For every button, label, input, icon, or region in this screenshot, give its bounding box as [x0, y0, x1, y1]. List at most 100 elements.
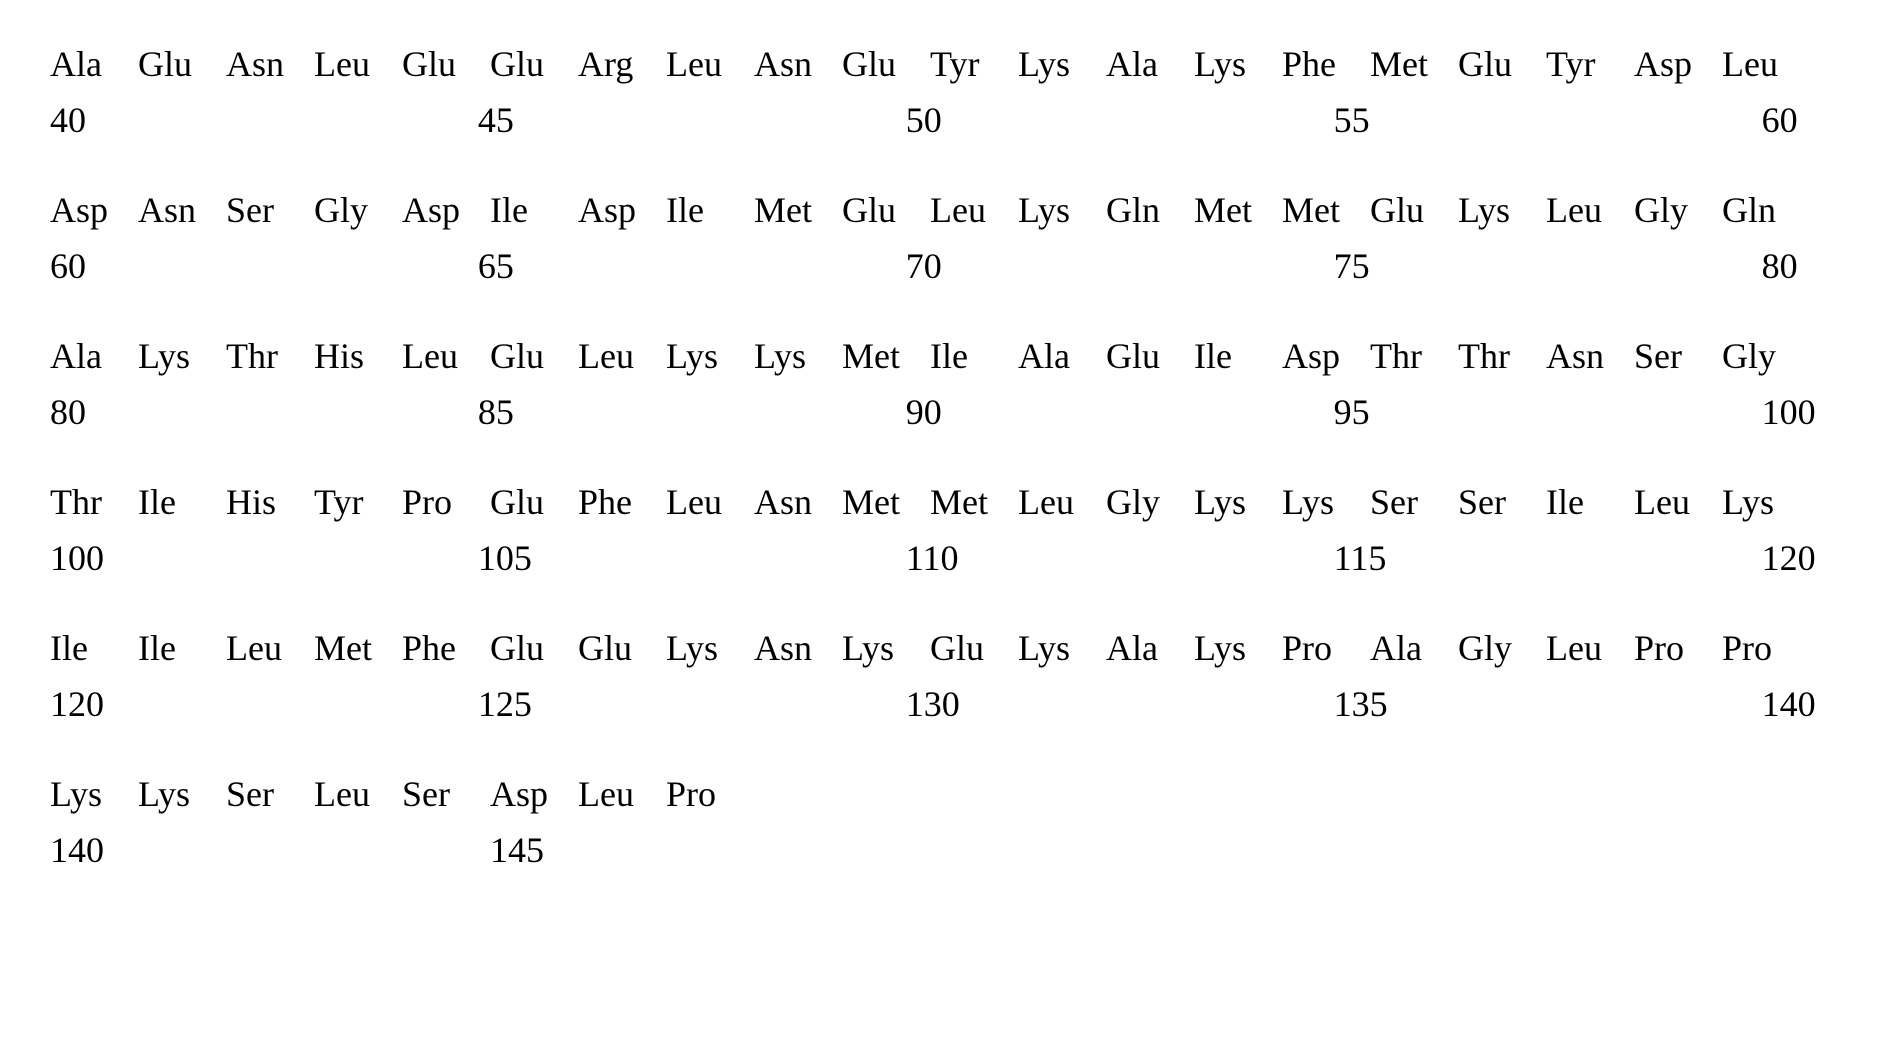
residue-cell: Glu — [578, 630, 666, 666]
residue-cell: Gly — [1634, 192, 1722, 228]
residue-cell: Ser — [402, 776, 490, 812]
sequence-row: AspAsnSerGlyAspIleAspIleMetGluLeuLysGlnM… — [50, 186, 1847, 234]
residue-cell: Ala — [1106, 630, 1194, 666]
residue-cell: Lys — [1722, 484, 1810, 520]
residue-cell: Asp — [490, 776, 578, 812]
residue-cell: Pro — [666, 776, 754, 812]
position-number-row: 100 105 110 115 120 — [50, 534, 1847, 582]
residue-cell: Met — [842, 484, 930, 520]
position-number-cell: 120 — [1762, 540, 1848, 576]
residue-cell: Ser — [1370, 484, 1458, 520]
sequence-row: ThrIleHisTyrProGluPheLeuAsnMetMetLeuGlyL… — [50, 478, 1847, 526]
residue-cell: Gly — [1722, 338, 1810, 374]
residue-cell: Ile — [490, 192, 578, 228]
position-number-row: 6065707580 — [50, 242, 1847, 290]
residue-cell: Gln — [1722, 192, 1810, 228]
position-number-cell: 60 — [1762, 102, 1848, 138]
sequence-row: AlaGluAsnLeuGluGluArgLeuAsnGluTyrLysAlaL… — [50, 40, 1847, 88]
position-number-cell: 125 — [478, 686, 564, 722]
position-number-cell: 115 — [1334, 540, 1420, 576]
position-number-cell: 145 — [490, 832, 578, 868]
residue-cell: Asn — [226, 46, 314, 82]
residue-cell: Ala — [1018, 338, 1106, 374]
residue-cell: Thr — [1458, 338, 1546, 374]
residue-cell: Glu — [1458, 46, 1546, 82]
residue-cell: Asn — [138, 192, 226, 228]
residue-cell: Lys — [1018, 192, 1106, 228]
position-number-cell: 140 — [1762, 686, 1848, 722]
residue-cell: Ile — [138, 630, 226, 666]
position-number-cell: 110 — [906, 540, 992, 576]
position-number-cell: 45 — [478, 102, 564, 138]
residue-cell: Ala — [50, 46, 138, 82]
residue-cell: Asn — [754, 484, 842, 520]
sequence-listing-page: AlaGluAsnLeuGluGluArgLeuAsnGluTyrLysAlaL… — [0, 0, 1897, 914]
position-number-cell: 70 — [906, 248, 992, 284]
residue-cell: Lys — [1018, 46, 1106, 82]
position-number-row: 140 145 — [50, 826, 1847, 874]
residue-cell: Ala — [1106, 46, 1194, 82]
position-number-cell: 140 — [50, 832, 138, 868]
residue-cell: Leu — [666, 484, 754, 520]
residue-cell: Lys — [138, 338, 226, 374]
residue-cell: Leu — [930, 192, 1018, 228]
residue-cell: Lys — [1194, 630, 1282, 666]
residue-cell: Leu — [226, 630, 314, 666]
residue-cell: Asp — [1282, 338, 1370, 374]
residue-cell: Leu — [1546, 630, 1634, 666]
residue-cell: Lys — [1458, 192, 1546, 228]
residue-cell: Lys — [1018, 630, 1106, 666]
residue-cell: Lys — [842, 630, 930, 666]
residue-cell: Lys — [50, 776, 138, 812]
residue-cell: Glu — [402, 46, 490, 82]
residue-cell: Lys — [1194, 484, 1282, 520]
residue-cell: Asn — [754, 630, 842, 666]
residue-cell: Lys — [138, 776, 226, 812]
position-number-row: 80859095100 — [50, 388, 1847, 436]
position-number-cell: 40 — [50, 102, 136, 138]
residue-cell: Met — [314, 630, 402, 666]
position-number-cell: 65 — [478, 248, 564, 284]
position-number-cell: 60 — [50, 248, 136, 284]
position-number-cell: 135 — [1334, 686, 1420, 722]
residue-cell: Met — [1282, 192, 1370, 228]
residue-cell: Arg — [578, 46, 666, 82]
residue-cell: Phe — [578, 484, 666, 520]
residue-cell: Met — [930, 484, 1018, 520]
residue-cell: Thr — [226, 338, 314, 374]
position-number-cell: 100 — [50, 540, 136, 576]
residue-cell: Thr — [1370, 338, 1458, 374]
residue-cell: Leu — [314, 776, 402, 812]
position-number-cell: 75 — [1334, 248, 1420, 284]
residue-cell: Leu — [314, 46, 402, 82]
residue-cell: Ala — [50, 338, 138, 374]
residue-cell: Pro — [1634, 630, 1722, 666]
residue-cell: Ile — [1546, 484, 1634, 520]
residue-cell: Met — [842, 338, 930, 374]
residue-cell: Leu — [402, 338, 490, 374]
residue-cell: Asn — [1546, 338, 1634, 374]
residue-cell: Phe — [402, 630, 490, 666]
residue-cell: Glu — [1106, 338, 1194, 374]
residue-cell: His — [314, 338, 402, 374]
residue-cell: Asp — [402, 192, 490, 228]
residue-cell: Leu — [578, 776, 666, 812]
position-number-cell: 105 — [478, 540, 564, 576]
residue-cell: Met — [1370, 46, 1458, 82]
sequence-row: IleIleLeuMetPheGluGluLysAsnLysGluLysAlaL… — [50, 624, 1847, 672]
sequence-row: LysLysSerLeuSerAspLeuPro — [50, 770, 1847, 818]
residue-cell: Ile — [1194, 338, 1282, 374]
residue-cell: Lys — [754, 338, 842, 374]
residue-cell: Leu — [1546, 192, 1634, 228]
residue-cell: Lys — [1194, 46, 1282, 82]
residue-cell: Glu — [1370, 192, 1458, 228]
residue-cell: Pro — [1722, 630, 1810, 666]
position-number-row: 120125130135140 — [50, 680, 1847, 728]
residue-cell: Gly — [314, 192, 402, 228]
position-number-cell: 90 — [906, 394, 992, 430]
residue-cell: Glu — [138, 46, 226, 82]
residue-cell: Glu — [490, 484, 578, 520]
position-number-cell: 80 — [50, 394, 136, 430]
position-number-cell: 95 — [1334, 394, 1420, 430]
residue-cell: Leu — [666, 46, 754, 82]
